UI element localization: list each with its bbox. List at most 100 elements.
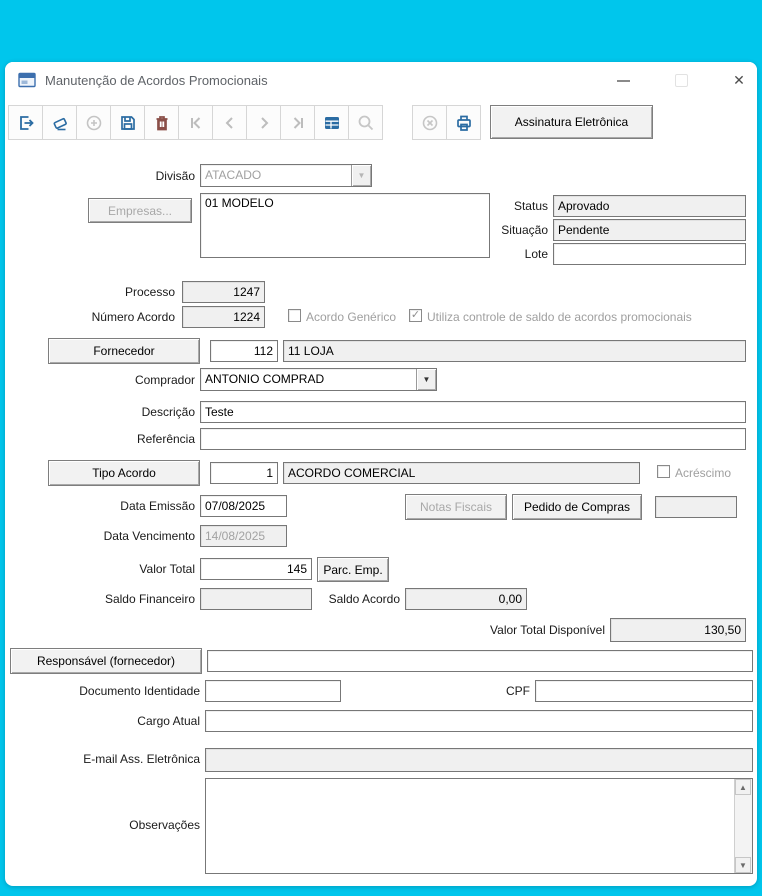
status-field xyxy=(553,195,746,217)
search-button xyxy=(348,105,383,140)
close-icon: ✕ xyxy=(733,72,745,88)
documento-identidade-input[interactable] xyxy=(205,680,341,702)
grid-icon xyxy=(324,116,339,129)
valor-total-disponivel-label: Valor Total Disponível xyxy=(490,623,605,637)
window-title: Manutenção de Acordos Promocionais xyxy=(45,73,268,88)
observacoes-scrollbar[interactable]: ▲ ▼ xyxy=(734,779,752,873)
empresas-listbox[interactable]: 01 MODELO xyxy=(200,193,490,258)
responsavel-fornecedor-button[interactable]: Responsável (fornecedor) xyxy=(10,648,202,674)
print-button[interactable] xyxy=(446,105,481,140)
next-record-icon xyxy=(260,116,268,129)
titlebar: Manutenção de Acordos Promocionais ✕ xyxy=(5,62,757,100)
delete-button[interactable] xyxy=(144,105,179,140)
notas-fiscais-button: Notas Fiscais xyxy=(405,494,507,520)
email-assinatura-field xyxy=(205,748,753,772)
save-button[interactable] xyxy=(110,105,145,140)
next-record-button xyxy=(246,105,281,140)
empresas-button: Empresas... xyxy=(88,198,192,223)
scroll-down-icon[interactable]: ▼ xyxy=(735,857,751,873)
valor-total-input[interactable] xyxy=(200,558,312,580)
numero-acordo-field xyxy=(182,306,265,328)
toolbar-secondary xyxy=(412,105,481,140)
fornecedor-name-field xyxy=(283,340,746,362)
chevron-down-icon: ▼ xyxy=(351,165,371,186)
scroll-up-icon[interactable]: ▲ xyxy=(735,779,751,795)
data-vencimento-field xyxy=(200,525,287,547)
previous-record-button xyxy=(212,105,247,140)
data-vencimento-label: Data Vencimento xyxy=(103,529,195,543)
clear-icon xyxy=(53,117,67,130)
chevron-down-icon[interactable]: ▼ xyxy=(416,369,436,390)
valor-total-label: Valor Total xyxy=(139,562,195,576)
comprador-value: ANTONIO COMPRAD xyxy=(205,372,325,386)
minimize-icon xyxy=(616,79,630,82)
exit-icon xyxy=(19,115,34,130)
assinatura-eletronica-button[interactable]: Assinatura Eletrônica xyxy=(490,105,653,139)
add-button xyxy=(76,105,111,140)
documento-identidade-label: Documento Identidade xyxy=(79,684,200,698)
exit-button[interactable] xyxy=(8,105,43,140)
tipo-acordo-button[interactable]: Tipo Acordo xyxy=(48,460,200,486)
tipo-acordo-name-field xyxy=(283,462,640,484)
utiliza-controle-label: Utiliza controle de saldo de acordos pro… xyxy=(427,310,692,324)
status-label: Status xyxy=(513,199,548,213)
saldo-acordo-label: Saldo Acordo xyxy=(328,592,400,606)
cancel-button xyxy=(412,105,447,140)
comprador-combobox[interactable]: ANTONIO COMPRAD ▼ xyxy=(200,368,437,391)
pedido-compras-button[interactable]: Pedido de Compras xyxy=(512,494,642,520)
pedido-compras-field xyxy=(655,496,737,518)
last-record-icon xyxy=(293,116,303,129)
acordo-generico-label: Acordo Genérico xyxy=(306,310,397,324)
responsavel-input[interactable] xyxy=(207,650,753,672)
observacoes-textarea[interactable] xyxy=(206,779,734,873)
data-emissao-input[interactable] xyxy=(200,495,287,517)
search-icon xyxy=(358,115,373,130)
tipo-acordo-code-input[interactable] xyxy=(210,462,278,484)
situacao-field xyxy=(553,219,746,241)
observacoes-label: Observações xyxy=(129,818,200,832)
divisao-combobox: ATACADO ▼ xyxy=(200,164,372,187)
acordo-generico-checkbox xyxy=(288,309,301,322)
list-item[interactable]: 01 MODELO xyxy=(205,196,274,210)
save-icon xyxy=(120,115,135,130)
fornecedor-button[interactable]: Fornecedor xyxy=(48,338,200,364)
divisao-value: ATACADO xyxy=(205,168,262,182)
cancel-icon xyxy=(422,115,437,130)
comprador-label: Comprador xyxy=(134,373,195,387)
acrescimo-checkbox xyxy=(657,465,670,478)
saldo-acordo-field xyxy=(405,588,527,610)
referencia-label: Referência xyxy=(136,432,195,446)
lote-label: Lote xyxy=(524,247,548,261)
toolbar-main xyxy=(8,105,383,140)
first-record-icon xyxy=(190,116,200,129)
clear-button[interactable] xyxy=(42,105,77,140)
close-button[interactable]: ✕ xyxy=(724,68,754,93)
previous-record-icon xyxy=(225,116,233,129)
print-icon xyxy=(456,115,471,131)
descricao-input[interactable] xyxy=(200,401,746,423)
valor-total-disponivel-field xyxy=(610,618,746,642)
parc-emp-button[interactable]: Parc. Emp. xyxy=(317,557,389,582)
lote-input[interactable] xyxy=(553,243,746,265)
cpf-input[interactable] xyxy=(535,680,753,702)
fornecedor-code-input[interactable] xyxy=(210,340,278,362)
maximize-icon xyxy=(674,74,688,87)
processo-label: Processo xyxy=(124,285,175,299)
app-window: Manutenção de Acordos Promocionais ✕ xyxy=(5,62,757,886)
cargo-atual-input[interactable] xyxy=(205,710,753,732)
referencia-input[interactable] xyxy=(200,428,746,450)
cpf-label: CPF xyxy=(506,684,530,698)
email-assinatura-label: E-mail Ass. Eletrônica xyxy=(83,752,200,766)
processo-field xyxy=(182,281,265,303)
maximize-button xyxy=(666,68,696,93)
data-emissao-label: Data Emissão xyxy=(120,499,195,513)
observacoes-box: ▲ ▼ xyxy=(205,778,753,874)
grid-button[interactable] xyxy=(314,105,349,140)
minimize-button[interactable] xyxy=(608,68,638,93)
delete-icon xyxy=(156,115,167,130)
saldo-financeiro-field xyxy=(200,588,312,610)
acrescimo-label: Acréscimo xyxy=(675,466,732,480)
situacao-label: Situação xyxy=(501,223,548,237)
descricao-label: Descrição xyxy=(141,405,195,419)
